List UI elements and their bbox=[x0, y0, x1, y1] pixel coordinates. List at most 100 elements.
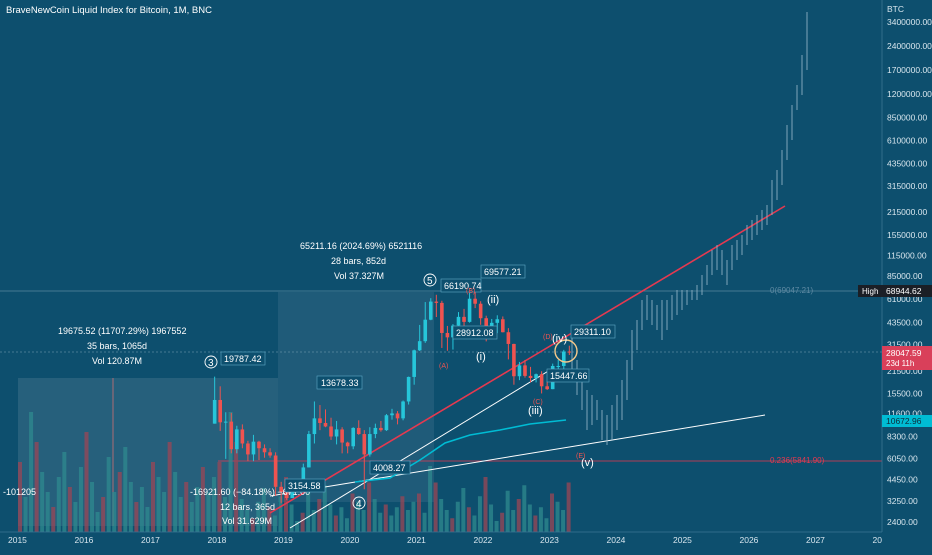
candle-body bbox=[223, 421, 228, 423]
volume-bar bbox=[84, 432, 89, 532]
candle-body bbox=[523, 365, 527, 376]
volume-bar bbox=[134, 502, 139, 532]
time-tick-label: 2024 bbox=[607, 535, 626, 545]
volume-bar bbox=[344, 518, 349, 532]
price-axis-panel[interactable] bbox=[882, 0, 932, 550]
volume-bar bbox=[489, 504, 494, 532]
volume-bar bbox=[372, 499, 377, 532]
time-axis-ticks: 2015 2016 2017 2018 2019 2020 2021 2022 2023 2024… bbox=[8, 535, 882, 545]
volume-bar bbox=[538, 507, 543, 532]
red-trendline[interactable] bbox=[269, 205, 786, 514]
volume-bar bbox=[195, 487, 200, 532]
volume-bar bbox=[400, 496, 405, 532]
price-tick-label: 21500.00 bbox=[887, 366, 923, 376]
candle-body bbox=[428, 301, 433, 320]
volume-bar bbox=[339, 507, 344, 532]
measure-bear-line3: Vol 31.629M bbox=[222, 516, 272, 526]
measure-2015-line3: Vol 120.87M bbox=[92, 356, 142, 366]
candle-body bbox=[384, 415, 389, 431]
candle-body bbox=[506, 332, 511, 344]
volume-bar bbox=[505, 490, 510, 532]
svg-text:68944.62: 68944.62 bbox=[886, 286, 922, 296]
wave-iv-label: (iv) bbox=[552, 333, 567, 345]
volume-bar bbox=[306, 490, 311, 532]
candle-body bbox=[423, 319, 428, 342]
wave-5-marker: 5 bbox=[423, 273, 437, 287]
volume-bar bbox=[145, 507, 150, 532]
candle-body bbox=[467, 298, 472, 322]
volume-bar bbox=[245, 510, 250, 532]
volume-bar bbox=[566, 482, 571, 532]
price-tick-label: 215000.00 bbox=[887, 207, 927, 217]
candle-body bbox=[512, 343, 516, 377]
label-4008: 4008.27 bbox=[369, 460, 411, 475]
price-tick-label: 115000.00 bbox=[887, 250, 927, 260]
white-trendline-steep[interactable] bbox=[289, 369, 551, 529]
white-trendline-flat[interactable] bbox=[269, 414, 766, 497]
svg-text:28047.59: 28047.59 bbox=[886, 348, 922, 358]
time-tick-label: 2017 bbox=[141, 535, 160, 545]
price-tick-label: 31500.00 bbox=[887, 340, 923, 350]
volume-bar bbox=[162, 492, 167, 532]
candle-body bbox=[528, 375, 533, 378]
svg-text:4008.27: 4008.27 bbox=[373, 463, 406, 473]
svg-text:15447.66: 15447.66 bbox=[550, 371, 588, 381]
svg-text:3: 3 bbox=[208, 358, 214, 369]
candle-body bbox=[478, 303, 483, 319]
candle-body bbox=[262, 448, 267, 453]
wave-3-marker: 3 bbox=[204, 355, 218, 369]
candle-body bbox=[445, 332, 450, 338]
volume-bar bbox=[95, 512, 100, 532]
svg-text:High: High bbox=[862, 287, 878, 296]
candle-body bbox=[379, 427, 383, 431]
label-28912: 28912.08 bbox=[452, 325, 498, 340]
volume-bar bbox=[272, 515, 277, 532]
measure-bear-line2: 12 bars, 365d bbox=[220, 502, 275, 512]
volume-bar bbox=[211, 477, 216, 532]
volume-bar bbox=[261, 488, 266, 532]
candle-body bbox=[406, 376, 411, 402]
volume-bar bbox=[555, 501, 560, 532]
volume-bar bbox=[311, 510, 316, 532]
volume-bar bbox=[300, 512, 305, 532]
candle-body bbox=[534, 374, 538, 378]
volume-bar bbox=[422, 512, 427, 532]
volume-bar bbox=[234, 442, 239, 532]
time-tick-label: 2026 bbox=[740, 535, 759, 545]
volume-bar bbox=[394, 507, 399, 532]
volume-bar bbox=[500, 512, 505, 532]
price-axis-ticks: 3400000.00 2400000.00 1700000.00 1200000.00… bbox=[887, 17, 932, 527]
candle-body bbox=[545, 386, 549, 390]
measure-2019-line2: 28 bars, 852d bbox=[331, 256, 386, 266]
price-tick-label: 850000.00 bbox=[887, 113, 927, 123]
price-tick-label: 11600.00 bbox=[887, 408, 922, 418]
candle-body bbox=[456, 316, 461, 326]
candle-body bbox=[318, 418, 322, 423]
volume-bar bbox=[40, 472, 45, 532]
time-axis-panel[interactable] bbox=[0, 532, 932, 550]
volume-bar bbox=[56, 477, 61, 532]
volume-bar bbox=[561, 510, 566, 532]
volume-bar bbox=[206, 492, 211, 532]
candle-body bbox=[517, 365, 522, 377]
volume-bar bbox=[383, 504, 388, 532]
volume-bar bbox=[322, 485, 327, 532]
volume-bar bbox=[156, 477, 161, 532]
volume-bar bbox=[101, 497, 106, 532]
volume-bar bbox=[278, 496, 283, 532]
volume-bar bbox=[78, 467, 83, 532]
volume-bar bbox=[106, 457, 111, 532]
volume-bar bbox=[477, 496, 482, 532]
measure-2019-line3: Vol 37.327M bbox=[334, 271, 384, 281]
volume-bar bbox=[550, 493, 554, 532]
time-tick-label: 2016 bbox=[75, 535, 94, 545]
candle-body bbox=[401, 401, 405, 419]
candle-body bbox=[257, 441, 261, 449]
candle-body bbox=[434, 301, 439, 303]
volume-bar bbox=[34, 442, 39, 532]
candle-body bbox=[301, 467, 306, 486]
volume-bar bbox=[284, 477, 288, 532]
wave-v-label: (v) bbox=[581, 457, 594, 469]
volume-bar bbox=[67, 487, 72, 532]
